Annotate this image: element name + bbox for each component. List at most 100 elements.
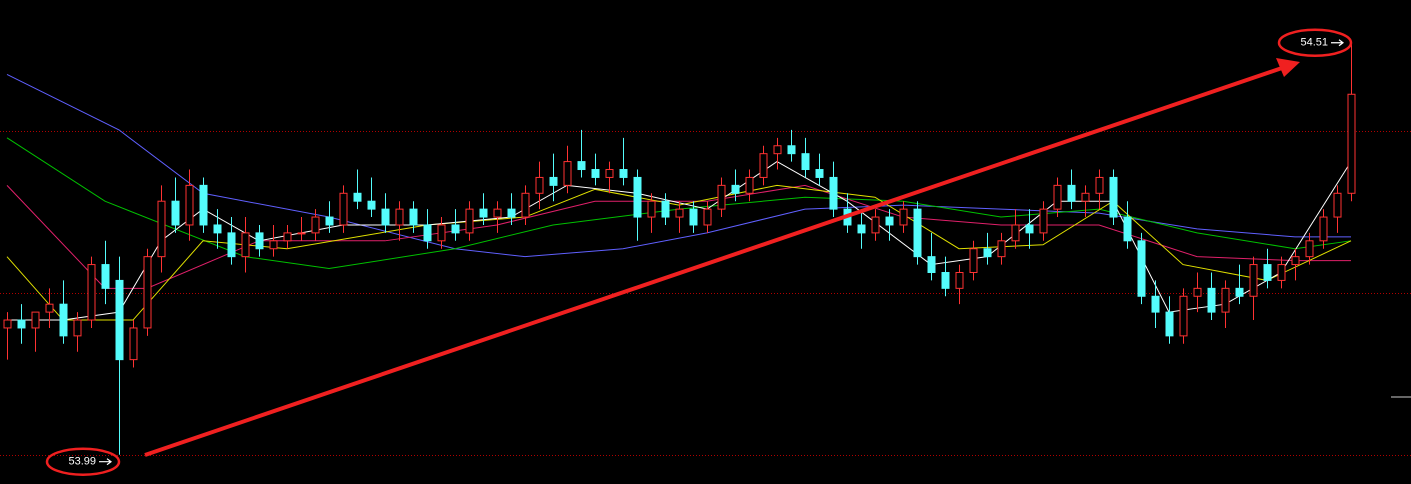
- candle-body: [451, 224, 460, 234]
- candle-body: [241, 232, 250, 258]
- candle-body: [437, 224, 446, 242]
- candle-body: [1025, 224, 1034, 234]
- candle-body: [59, 303, 68, 337]
- candle-body: [3, 319, 12, 329]
- candle-body: [339, 192, 348, 226]
- candle-body: [395, 208, 404, 226]
- candle-body: [199, 184, 208, 226]
- candle-body: [1109, 176, 1118, 218]
- candle-body: [353, 192, 362, 202]
- candles: [3, 42, 1356, 455]
- candle-body: [143, 256, 152, 329]
- candle-body: [1095, 176, 1104, 194]
- annotations: 53.99 54.51: [45, 28, 1353, 476]
- candle-body: [101, 264, 110, 289]
- candle-body: [591, 169, 600, 178]
- candle-body: [1319, 216, 1328, 242]
- annotation-circle: [1277, 28, 1353, 58]
- grid: [0, 131, 1411, 456]
- candle-body: [605, 169, 614, 178]
- candle-body: [409, 208, 418, 226]
- candle-body: [927, 256, 936, 273]
- candle-body: [1053, 184, 1062, 210]
- candle-body: [1277, 264, 1286, 281]
- candle-body: [1347, 93, 1356, 194]
- candle-body: [969, 248, 978, 273]
- candle-body: [731, 184, 740, 194]
- candle-body: [787, 145, 796, 155]
- candle-body: [493, 208, 502, 218]
- candle-body: [1081, 192, 1090, 202]
- candle-body: [1193, 287, 1202, 297]
- candle-body: [507, 208, 516, 218]
- candle-body: [1165, 311, 1174, 337]
- candle-body: [619, 169, 628, 178]
- candle-body: [213, 224, 222, 234]
- candle-body: [17, 319, 26, 329]
- candle-body: [1151, 295, 1160, 313]
- annotation-label: 54.51: [1300, 37, 1328, 49]
- candle-body: [675, 208, 684, 218]
- candle-body: [171, 200, 180, 226]
- candle-body: [311, 216, 320, 234]
- candle-body: [1305, 240, 1314, 258]
- candle-body: [1235, 287, 1244, 297]
- candle-body: [941, 271, 950, 289]
- candle-body: [633, 176, 642, 218]
- candle-body: [983, 248, 992, 258]
- candle-body: [1039, 208, 1048, 234]
- candle-body: [1067, 184, 1076, 202]
- candle-body: [227, 232, 236, 258]
- candle-body: [1221, 287, 1230, 313]
- annotation-label: 53.99: [68, 456, 96, 468]
- candle-body: [283, 232, 292, 242]
- candle-body: [1011, 224, 1020, 242]
- arrow-head: [1276, 58, 1300, 77]
- candle-body: [521, 192, 530, 218]
- candle-body: [45, 303, 54, 313]
- candle-body: [157, 200, 166, 258]
- candle-body: [1263, 264, 1272, 281]
- candle-body: [269, 240, 278, 250]
- candle-body: [1207, 287, 1216, 313]
- candle-body: [871, 216, 880, 234]
- candle-body: [759, 153, 768, 178]
- annotation-arrow: [99, 458, 112, 466]
- candle-body: [829, 176, 838, 210]
- candle-body: [73, 319, 82, 337]
- candle-body: [885, 216, 894, 226]
- candle-body: [773, 145, 782, 155]
- candle-body: [647, 200, 656, 218]
- candle-body: [703, 208, 712, 226]
- candle-body: [297, 232, 306, 235]
- candle-body: [255, 232, 264, 250]
- candle-body: [563, 161, 572, 186]
- candle-body: [661, 200, 670, 218]
- candle-body: [87, 264, 96, 321]
- candle-body: [535, 176, 544, 194]
- candle-body: [325, 216, 334, 226]
- candle-body: [857, 224, 866, 234]
- candle-body: [815, 169, 824, 178]
- candle-body: [1137, 240, 1146, 297]
- candle-body: [423, 224, 432, 242]
- candle-body: [479, 208, 488, 218]
- candle-body: [185, 184, 194, 226]
- candle-body: [745, 176, 754, 194]
- candle-body: [549, 176, 558, 186]
- annotation-circle: [45, 447, 121, 476]
- candle-body: [1179, 295, 1188, 337]
- candle-body: [367, 200, 376, 210]
- candle-body: [381, 208, 390, 226]
- candle-body: [1291, 256, 1300, 266]
- candle-body: [1333, 192, 1342, 218]
- arrow-shaft: [144, 66, 1283, 457]
- candle-body: [913, 208, 922, 258]
- candle-body: [31, 311, 40, 329]
- candle-body: [465, 208, 474, 234]
- candle-body: [955, 271, 964, 289]
- candle-body: [115, 279, 124, 361]
- moving-average-line: [6, 137, 1352, 270]
- candle-body: [997, 240, 1006, 258]
